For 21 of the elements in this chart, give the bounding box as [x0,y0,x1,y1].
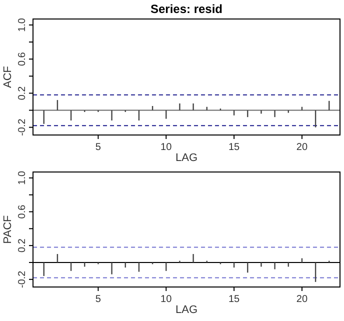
x-tick-label: 10 [160,142,172,153]
x-tick-label: 10 [160,294,172,305]
x-tick-label: 15 [228,142,240,153]
y-tick-label: -0.2 [17,270,28,288]
chart-title: Series: resid [150,2,223,16]
y-tick-label: 0.2 [17,238,28,253]
x-tick-label: 20 [296,294,308,305]
x-axis-title: LAG [175,304,198,316]
y-tick-label: 0.2 [17,86,28,100]
x-axis-title: LAG [175,152,198,164]
y-tick-label: 0.6 [17,52,28,66]
y-tick-label: 0.6 [17,204,28,219]
y-axis-title: ACF [2,66,14,88]
y-axis-title: PACF [2,214,14,244]
x-tick-label: 20 [296,142,308,153]
y-tick-label: -0.2 [17,118,28,136]
x-tick-label: 15 [228,294,240,305]
x-tick-label: 5 [95,142,102,153]
y-tick-label: 1.0 [17,18,28,32]
x-tick-label: 5 [95,294,102,305]
y-tick-label: 1.0 [17,170,28,185]
